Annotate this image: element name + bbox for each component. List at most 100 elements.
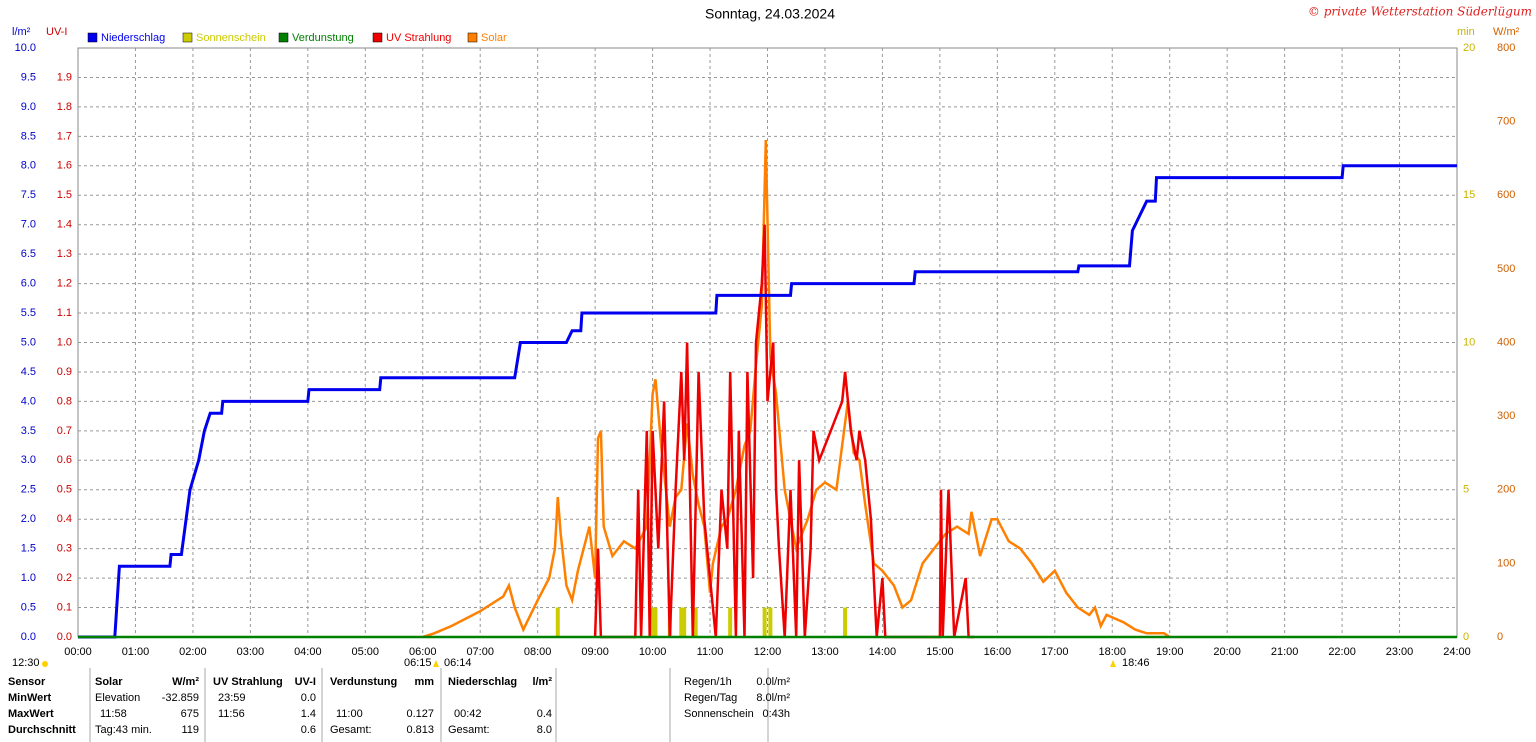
y-tick-label: 0 [1463,631,1469,643]
table-cell: 0.6 [301,724,316,736]
x-tick-label: 10:00 [639,646,667,658]
y-tick-label: 800 [1497,42,1515,54]
y-tick-label: 8.5 [21,130,36,142]
x-tick-label: 16:00 [984,646,1012,658]
y-tick-label: 15 [1463,189,1475,201]
table-cell: l/m² [532,676,552,688]
x-tick-label: 17:00 [1041,646,1069,658]
y-tick-label: 5 [1463,484,1469,496]
y-tick-label: 0.5 [57,484,72,496]
y-tick-label: 0 [1497,631,1503,643]
table-cell: 0.813 [406,724,434,736]
sunshine-bar [555,607,560,637]
y-tick-label: 0.2 [57,572,72,584]
y-tick-label: 0.4 [57,513,72,525]
x-tick-label: 01:00 [122,646,150,658]
y-tick-label: 5.0 [21,336,36,348]
chart-title: Sonntag, 24.03.2024 [705,6,835,22]
sun-time: 18:46 [1122,657,1150,669]
sunshine-bar [843,607,848,637]
summary-value: 0:43h [762,708,790,720]
table-cell: Tag:43 min. [95,724,152,736]
sun-time: 06:15 [404,657,432,669]
table-cell: 23:59 [218,692,246,704]
table-cell: 8.0 [537,724,552,736]
y-tick-label: 4.0 [21,395,36,407]
y-tick-label: 1.2 [57,278,72,290]
y-tick-label: 500 [1497,263,1515,275]
sunshine-bar [682,607,687,637]
y-tick-label: 400 [1497,336,1515,348]
y-tick-label: 0.8 [57,395,72,407]
sunshine-bar [728,607,733,637]
y-tick-label: 1.9 [57,71,72,83]
y-tick-label: 9.0 [21,101,36,113]
summary-value: 8.0l/m² [756,692,790,704]
x-tick-label: 07:00 [466,646,494,658]
y-tick-label: 600 [1497,189,1515,201]
y-tick-label: 0.5 [21,601,36,613]
y-tick-label: 0.7 [57,425,72,437]
y-tick-label: 0.1 [57,601,72,613]
summary-label: Regen/Tag [684,692,737,704]
legend-swatch [372,32,383,43]
table-cell: 1.4 [301,708,316,720]
sunshine-bar [650,607,655,637]
summary-value: 0.0l/m² [756,676,790,688]
legend-label: Verdunstung [292,32,354,44]
table-cell: 0.127 [406,708,434,720]
y-tick-label: 1.1 [57,307,72,319]
summary-label: Regen/1h [684,676,732,688]
y-tick-label: 0.0 [57,631,72,643]
table-cell: Elevation [95,692,140,704]
y2-axis-title: min [1457,26,1475,38]
table-cell: MinWert [8,692,52,704]
x-tick-label: 20:00 [1213,646,1241,658]
x-tick-label: 22:00 [1328,646,1356,658]
x-tick-label: 23:00 [1386,646,1414,658]
sunshine-bar [679,607,684,637]
legend-label: Niederschlag [101,32,165,44]
y-tick-label: 1.0 [57,336,72,348]
table-cell: 0.4 [537,708,552,720]
y-tick-label: 4.5 [21,366,36,378]
table-cell: 11:00 [336,708,363,720]
table-cell: 11:56 [218,708,245,720]
series-line [78,164,1457,639]
table-cell: W/m² [172,676,199,688]
y3-axis-title: W/m² [1493,26,1520,38]
sun-marker [1110,660,1116,667]
legend-swatch [467,32,478,43]
table-cell: UV-I [295,676,316,688]
summary-label: Sonnenschein [684,708,754,720]
x-tick-label: 02:00 [179,646,207,658]
table-cell: Gesamt: [330,724,372,736]
x-tick-label: 05:00 [352,646,380,658]
table-cell: UV Strahlung [213,676,283,688]
y-tick-label: 6.5 [21,248,36,260]
uv-axis-title: UV-I [46,26,67,38]
y-axis-title: l/m² [12,26,31,38]
table-cell: 11:58 [100,708,127,720]
y-tick-label: 8.0 [21,160,36,172]
table-cell: MaxWert [8,708,54,720]
y-tick-label: 0.9 [57,366,72,378]
y-tick-label: 3.5 [21,425,36,437]
legend-swatch [278,32,289,43]
y-tick-label: 2.5 [21,484,36,496]
y-tick-label: 1.4 [57,219,72,231]
y-tick-label: 7.0 [21,219,36,231]
y-tick-label: 200 [1497,484,1515,496]
table-cell: Sensor [8,676,46,688]
y-tick-label: 6.0 [21,278,36,290]
x-tick-label: 19:00 [1156,646,1184,658]
table-cell: Durchschnitt [8,724,76,736]
x-tick-label: 00:00 [64,646,92,658]
y-tick-label: 9.5 [21,71,36,83]
series-line [422,139,1171,639]
x-tick-label: 04:00 [294,646,322,658]
y-tick-label: 1.6 [57,160,72,172]
table-cell: Solar [95,676,123,688]
sunshine-bar [768,607,773,637]
